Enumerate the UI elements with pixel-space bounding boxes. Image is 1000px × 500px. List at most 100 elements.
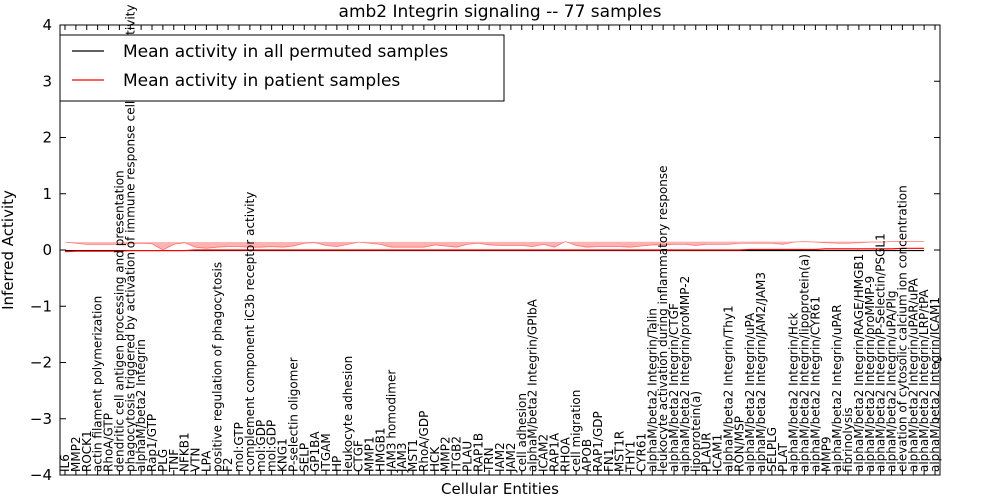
y-tick-label: −1 (30, 297, 52, 315)
x-tick-label: alphaM/beta2 Integrin/proMMP-2 (678, 276, 692, 472)
y-tick-label: −3 (30, 410, 52, 428)
x-tick-label: PLAUR (700, 432, 714, 472)
legend: Mean activity in all permuted samples Me… (59, 34, 505, 102)
x-tick-label: JAM2 (504, 442, 518, 473)
y-axis-ticks: −4 −3 −2 −1 0 1 2 3 4 (30, 16, 940, 484)
x-tick-label: RhoA/GTP (102, 413, 116, 472)
x-tick-label: mol:GDP (265, 420, 279, 472)
x-tick-label: alphaM/beta2 Integrin/Talin (645, 308, 659, 472)
x-tick-label: RAP1B (471, 433, 485, 472)
x-tick-label: CYR61 (634, 433, 648, 472)
x-tick-label: JAM3 homodimer (384, 370, 398, 473)
x-tick-label: alphaM/beta2 Integrin/uPA (743, 312, 757, 472)
legend-label-patient: Mean activity in patient samples (123, 71, 400, 91)
x-tick-label: APOB (580, 439, 594, 472)
x-tick-label: alphaM/beta2 Integrin/uPAR (830, 304, 844, 472)
x-tick-label: FN1 (602, 448, 616, 472)
x-tick-label: MMP9 (819, 436, 833, 472)
x-tick-label: alphaM/beta2 Integrin (134, 339, 148, 472)
x-tick-label: NFKB1 (178, 432, 192, 472)
x-tick-label: LPA (199, 450, 213, 472)
x-tick-label: ITGAM (319, 433, 333, 472)
x-tick-label: ITGB2 (450, 436, 464, 472)
x-tick-label: alphaM/beta2 Integrin/LRP/tPA (917, 289, 931, 472)
x-tick-label: PLG (156, 449, 170, 472)
x-tick-label: VTN (189, 447, 203, 472)
x-tick-label: lipoprotein(a) (689, 391, 703, 472)
x-tick-label: alphaM/beta2 Integrin/lipoprotein(a) (798, 254, 812, 472)
x-tick-label: IL6 (58, 454, 72, 472)
x-tick-label: TRN (482, 447, 496, 473)
x-tick-label: alphaM/beta2 Integrin/P-Selectin/PSGL1 (874, 233, 888, 472)
x-tick-label: HCK (428, 446, 442, 472)
x-tick-label: alphaM/beta2 Integrin/Hck (787, 312, 801, 472)
y-tick-label: 0 (42, 241, 52, 259)
x-axis-label: Cellular Entities (441, 480, 559, 498)
y-tick-label: 1 (42, 185, 52, 203)
x-tick-label: alphaM/beta2 Integrin/CTGF (667, 303, 681, 472)
x-tick-label: RHOA (558, 436, 572, 472)
x-tick-label: cell adhesion (515, 393, 529, 472)
x-tick-label: MST1 (406, 439, 420, 472)
legend-label-permuted: Mean activity in all permuted samples (123, 42, 448, 62)
x-tick-label: GP1BA (308, 431, 322, 472)
x-tick-label: phagocytosis triggered by activation of … (123, 5, 137, 472)
x-tick-label: alphaM/beta2 Integrin/uPAR/uPA (906, 277, 920, 472)
x-tick-label: SELPLG (765, 427, 779, 472)
x-tick-label: RON/MSP (732, 416, 746, 472)
x-tick-label: leukocyte activation during inflammatory… (656, 165, 670, 472)
x-tick-label: P-selectin oligomer (286, 357, 300, 472)
x-tick-label: MST1R (613, 431, 627, 472)
chart-title: amb2 Integrin signaling -- 77 samples (339, 2, 662, 22)
x-tick-label: alphaM/beta2 Integrin/GPIbA (526, 298, 540, 472)
x-tick-label: alphaM/beta2 Integrin/ICAM1 (928, 297, 942, 472)
x-tick-label: alphaM/beta2 Integrin/RAGE/HMGB1 (852, 254, 866, 472)
x-tick-label: Rap1/GTP (145, 414, 159, 472)
x-tick-label: cell migration (569, 390, 583, 472)
series-1-line (64, 247, 925, 253)
x-tick-label: HMGB1 (373, 427, 387, 472)
x-tick-label: PLAT (776, 443, 790, 472)
x-tick-label: MMP2 (69, 436, 83, 472)
x-tick-label: actin filament polymerization (91, 296, 105, 472)
y-axis-label: Inferred Activity (0, 190, 17, 310)
y-tick-label: 2 (42, 129, 52, 147)
x-tick-label: SELP (297, 443, 311, 472)
y-tick-label: −2 (30, 354, 52, 372)
x-tick-label: JAM3 (395, 442, 409, 473)
x-tick-label: alphaM/beta2 Integrin/Thy1 (721, 305, 735, 472)
x-tick-label: RAP1/GDP (591, 411, 605, 472)
x-tick-label: IAM2 (493, 442, 507, 472)
x-tick-label: dendritic cell antigen processing and pr… (112, 170, 126, 472)
x-tick-label: MMP1 (363, 436, 377, 472)
legend-box (59, 34, 505, 102)
y-tick-label: 3 (42, 72, 52, 90)
x-tick-label: alphaM/beta2 Integrin/JAM2/JAM3 (754, 272, 768, 472)
x-tick-label: TNF (167, 449, 181, 473)
x-tick-label: RAP1A (547, 432, 561, 472)
x-tick-label: positive regulation of phagocytosis (210, 262, 224, 472)
x-tick-label: elevation of cytosolic calcium ion conce… (895, 185, 909, 472)
x-tick-label: alphaM/beta2 Integrin/uPA/Plg (885, 291, 899, 472)
band-layer (64, 241, 925, 251)
x-tick-label: complement component iC3b receptor activ… (243, 192, 257, 472)
line-layer (64, 247, 925, 253)
x-tick-label: HP (330, 456, 344, 472)
x-tick-label: ICAM2 (537, 434, 551, 472)
x-tick-label: CTGF (352, 440, 366, 472)
x-tick-label: ICAM1 (711, 434, 725, 472)
x-tick-label: KNG1 (276, 438, 290, 472)
y-tick-label: 4 (42, 16, 52, 34)
x-tick-label: alphaM/beta2 Integrin/proMMP-9 (863, 276, 877, 472)
x-tick-label: RhoA/GDP (417, 411, 431, 472)
x-tick-label: alphaM/beta2 Integrin/CYR61 (808, 296, 822, 472)
x-tick-label: PLAU (460, 441, 474, 472)
x-tick-label: mol:GDP (254, 420, 268, 472)
x-tick-label: fibrinolysis (841, 407, 855, 472)
x-tick-label: ROCK1 (80, 430, 94, 472)
y-tick-label: −4 (30, 466, 52, 484)
x-tick-label: THY1 (624, 441, 638, 473)
x-tick-label: F2 (221, 457, 235, 472)
